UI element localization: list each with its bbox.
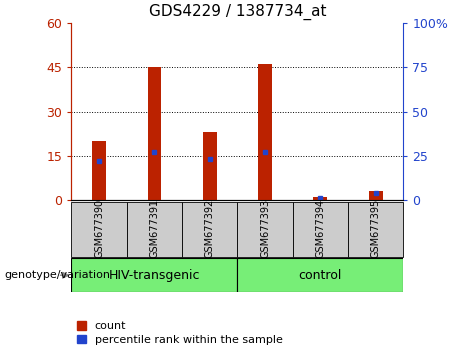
Title: GDS4229 / 1387734_at: GDS4229 / 1387734_at	[148, 4, 326, 20]
Bar	[71, 258, 237, 292]
Bar	[203, 132, 217, 200]
Bar	[182, 202, 237, 257]
Text: GSM677394: GSM677394	[315, 199, 325, 258]
Bar	[92, 141, 106, 200]
Bar	[313, 197, 327, 200]
Bar	[148, 67, 161, 200]
Bar	[71, 202, 127, 257]
Bar	[369, 191, 383, 200]
Text: control: control	[299, 269, 342, 282]
Bar	[293, 202, 348, 257]
Bar	[348, 202, 403, 257]
Text: genotype/variation: genotype/variation	[5, 270, 111, 280]
Text: GSM677390: GSM677390	[94, 199, 104, 258]
Text: GSM677391: GSM677391	[149, 199, 160, 258]
Text: HIV-transgenic: HIV-transgenic	[109, 269, 200, 282]
Text: GSM677392: GSM677392	[205, 199, 215, 258]
Bar	[237, 258, 403, 292]
Bar	[237, 202, 293, 257]
Bar	[127, 202, 182, 257]
Bar	[258, 64, 272, 200]
Legend: count, percentile rank within the sample: count, percentile rank within the sample	[77, 321, 283, 345]
Text: GSM677393: GSM677393	[260, 199, 270, 258]
Text: GSM677395: GSM677395	[371, 199, 381, 258]
